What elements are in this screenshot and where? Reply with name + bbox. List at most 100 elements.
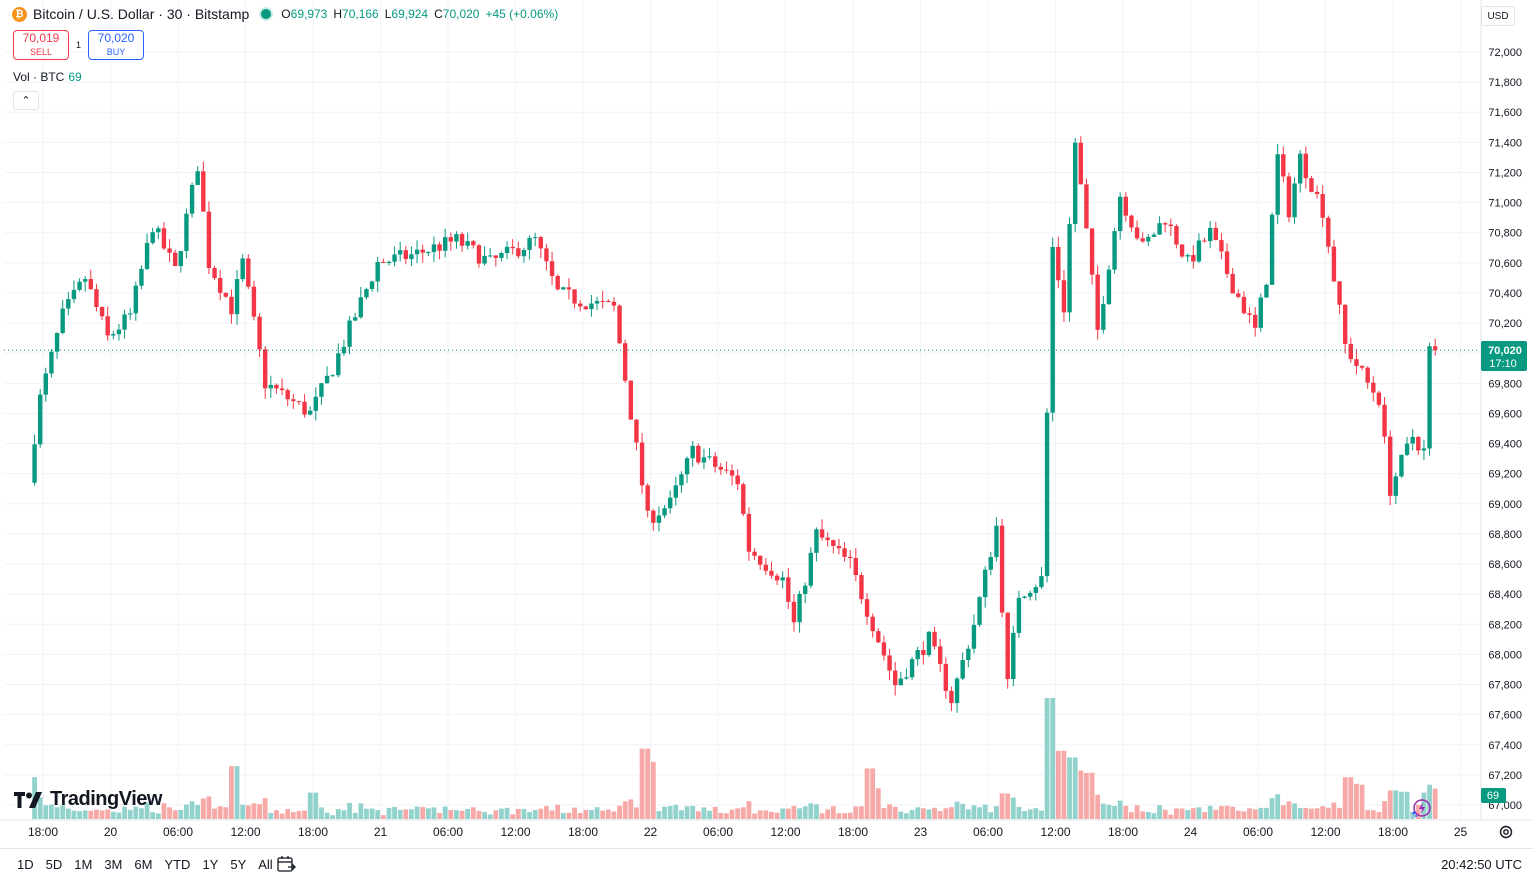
candle-body — [336, 353, 341, 376]
buy-button[interactable]: 70,020 BUY — [88, 30, 144, 60]
volume-bar — [870, 768, 876, 819]
candle-body — [1129, 215, 1134, 228]
sell-button[interactable]: 70,019 SELL — [13, 30, 69, 60]
candle-body — [1281, 154, 1286, 177]
volume-bar — [1106, 804, 1112, 819]
candle-body — [966, 648, 971, 660]
volume-bar — [403, 809, 409, 819]
symbol-title[interactable]: Bitcoin / U.S. Dollar · 30 · Bitstamp — [33, 6, 250, 22]
volume-bar — [757, 810, 763, 819]
volume-bar — [690, 805, 696, 819]
volume-bar — [1112, 806, 1117, 819]
volume-bar — [1415, 804, 1421, 819]
price-chart[interactable]: 67,00067,20067,40067,60067,80068,00068,2… — [0, 0, 1533, 848]
candle-body — [172, 252, 178, 267]
volume-bar — [335, 809, 341, 819]
volume-bar — [594, 807, 600, 819]
volume-bar — [1010, 797, 1016, 819]
volume-bar — [189, 801, 195, 819]
candle-body — [88, 279, 94, 290]
volume-bar — [1382, 801, 1387, 819]
tradingview-logo[interactable]: TradingView — [14, 788, 162, 811]
candle-body — [1101, 304, 1106, 330]
utc-clock[interactable]: 20:42:50 UTC — [1441, 857, 1522, 872]
volume-bar — [977, 807, 982, 819]
candle-body — [662, 508, 667, 516]
volume-bar — [1089, 772, 1095, 819]
volume-bar — [172, 810, 178, 819]
candle-body — [499, 253, 504, 258]
volume-bar — [1005, 793, 1011, 819]
candle-body — [476, 245, 482, 264]
gear-icon[interactable] — [1498, 824, 1514, 840]
candle-body — [577, 303, 583, 307]
candle-body — [77, 281, 82, 290]
candle-body — [1039, 576, 1044, 588]
volume-bar — [1016, 806, 1022, 819]
volume-label: Vol · BTC — [13, 70, 65, 84]
time-axis[interactable]: 18:00 20 06:00 12:00 18:00 21 06:00 12:00 18:00 2… — [28, 825, 1468, 839]
range-5y[interactable]: 5Y — [230, 857, 247, 872]
range-1y[interactable]: 1Y — [202, 857, 219, 872]
volume-bar — [167, 807, 172, 819]
volume-bar — [43, 805, 49, 819]
volume-bar — [1258, 807, 1264, 819]
candle-body — [847, 556, 853, 559]
volume-bar — [780, 808, 786, 819]
price-tick-label: 68,400 — [1488, 589, 1522, 601]
volume-legend[interactable]: Vol · BTC 69 — [13, 70, 82, 84]
currency-selector[interactable]: USD — [1481, 6, 1515, 26]
collapse-legend-button[interactable]: ⌃ — [13, 91, 39, 110]
volume-bar — [1393, 790, 1399, 819]
time-tick-label: 23 — [914, 825, 928, 839]
volume-bar — [1044, 698, 1050, 819]
candle-body — [971, 624, 977, 649]
volume-bar — [178, 809, 184, 819]
lightning-icon[interactable] — [1410, 797, 1432, 819]
candle-body — [1084, 184, 1089, 229]
candle-body — [1342, 304, 1348, 344]
candle-body — [887, 655, 892, 671]
price-axis[interactable]: 67,00067,20067,40067,60067,80068,00068,2… — [1488, 47, 1522, 812]
range-ytd[interactable]: YTD — [164, 857, 191, 872]
volume-bar — [724, 813, 729, 819]
volume-bar — [1022, 811, 1027, 819]
volume-bar — [195, 804, 201, 819]
volume-bar — [892, 806, 898, 819]
price-tick-label: 71,000 — [1488, 198, 1522, 210]
volume-bar — [1387, 790, 1393, 819]
volume-bar — [808, 803, 814, 819]
volume-bar — [77, 811, 82, 819]
candle-body — [561, 287, 566, 290]
candle-body — [667, 497, 673, 509]
volume-bar — [600, 810, 606, 819]
candle-body — [600, 300, 605, 302]
candle-body — [1387, 436, 1393, 496]
candle-body — [1432, 346, 1438, 351]
range-5d[interactable]: 5D — [45, 857, 63, 872]
candle-body — [1337, 281, 1342, 305]
volume-bar — [572, 807, 577, 819]
volume-bar — [994, 806, 999, 819]
volume-bar — [960, 803, 966, 819]
candle-body — [324, 375, 330, 384]
volume-bar — [589, 810, 594, 819]
range-1d[interactable]: 1D — [17, 857, 34, 872]
close-label: C — [434, 7, 443, 21]
volume-bar — [752, 813, 757, 819]
volume-bar — [825, 809, 831, 819]
range-3m[interactable]: 3M — [104, 857, 123, 872]
range-all[interactable]: All — [258, 857, 273, 872]
calendar-icon[interactable] — [276, 855, 296, 873]
candle-body — [1269, 214, 1275, 285]
candle-body — [634, 419, 639, 443]
candle-body — [1089, 228, 1095, 275]
candle-body — [1416, 436, 1421, 451]
time-tick-label: 12:00 — [770, 825, 800, 839]
candle-body — [1112, 231, 1117, 270]
volume-bar — [448, 809, 454, 819]
volume-bar — [279, 813, 285, 819]
volume-bar — [459, 810, 465, 819]
range-1m[interactable]: 1M — [74, 857, 93, 872]
range-6m[interactable]: 6M — [134, 857, 153, 872]
